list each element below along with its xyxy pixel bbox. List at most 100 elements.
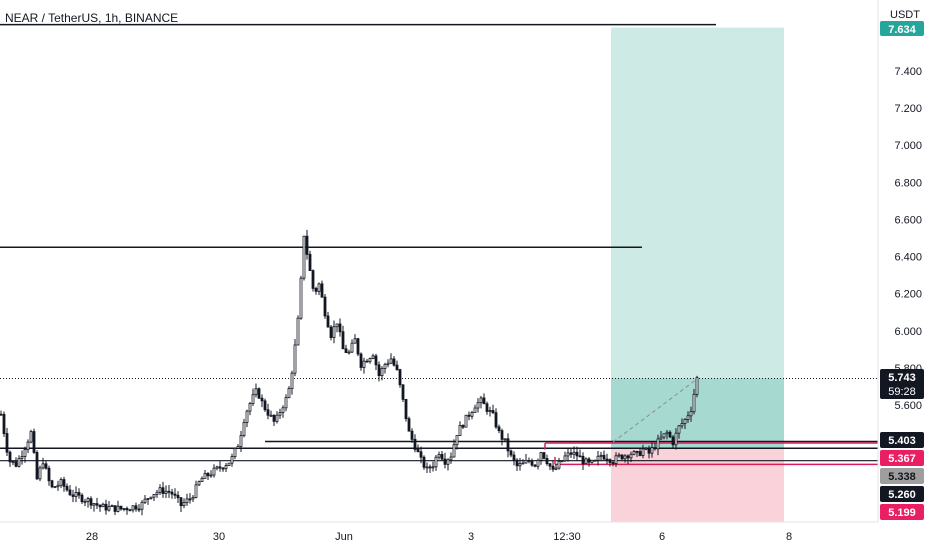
candle — [581, 452, 585, 471]
candle — [38, 465, 42, 482]
candle — [200, 476, 204, 483]
candle — [515, 458, 519, 472]
candle — [227, 462, 231, 467]
candle — [569, 448, 573, 459]
candle — [386, 359, 390, 368]
candle — [539, 451, 543, 465]
candle — [632, 449, 636, 456]
candle — [374, 353, 378, 371]
long-position-loss-zone[interactable] — [611, 448, 784, 522]
candle — [416, 444, 420, 453]
candle — [518, 458, 522, 471]
candle — [41, 457, 45, 470]
candle — [467, 411, 471, 421]
candle — [257, 387, 261, 400]
candle — [350, 339, 354, 354]
candle — [77, 488, 81, 499]
candle — [29, 429, 33, 444]
candle — [305, 229, 309, 260]
candle — [695, 375, 699, 398]
candle — [83, 498, 87, 507]
candle — [383, 362, 387, 374]
candle — [251, 388, 255, 406]
candle — [167, 485, 171, 498]
candle — [368, 357, 372, 364]
time-tick-label: 30 — [213, 531, 225, 543]
candle — [320, 280, 324, 298]
candle — [116, 500, 120, 513]
candle — [458, 421, 462, 436]
candle — [143, 494, 147, 505]
candle — [248, 402, 252, 416]
candle — [5, 427, 9, 457]
candle — [524, 453, 528, 464]
candle — [329, 325, 333, 341]
candle — [296, 315, 300, 346]
candle — [203, 469, 207, 479]
candle — [254, 383, 258, 398]
candle — [101, 502, 105, 508]
candle — [173, 488, 177, 499]
candle — [356, 337, 360, 357]
candle — [155, 489, 159, 498]
candle — [8, 450, 12, 467]
candle — [137, 504, 141, 513]
candle — [0, 410, 3, 416]
current-price-value: 5.743 — [888, 372, 916, 384]
candle — [452, 439, 456, 458]
candle — [323, 293, 327, 319]
candlestick-series — [0, 229, 699, 516]
time-tick-label: 6 — [659, 531, 665, 543]
candle — [509, 449, 513, 458]
candle — [125, 506, 129, 515]
candle — [47, 465, 51, 486]
candle — [470, 410, 474, 420]
price-tick-label: 7.000 — [894, 140, 922, 152]
price-tick-label: 6.600 — [894, 214, 922, 226]
price-axis[interactable]: USDT — [877, 0, 920, 522]
candle — [308, 250, 312, 271]
candle — [476, 398, 480, 413]
candle — [110, 504, 114, 508]
time-tick-label: 8 — [786, 531, 792, 543]
candle — [599, 451, 603, 461]
candle — [332, 320, 336, 344]
candle — [479, 395, 483, 409]
candle — [647, 445, 651, 459]
level-value-2: 5.367 — [888, 453, 916, 465]
candle — [128, 508, 132, 512]
level-value-4: 5.260 — [888, 489, 916, 501]
candle — [362, 357, 366, 374]
candle — [131, 505, 135, 513]
candle — [497, 424, 501, 434]
candle — [371, 353, 375, 360]
candle — [377, 361, 381, 382]
candle — [215, 465, 219, 471]
level-badge-4: 5.260 — [880, 486, 924, 502]
candle — [209, 470, 213, 478]
candle — [653, 442, 657, 451]
candle — [686, 411, 690, 423]
candle — [443, 452, 447, 469]
candle — [185, 493, 189, 506]
candle — [611, 460, 615, 467]
candle — [614, 452, 618, 467]
candle — [665, 430, 669, 440]
horizontal-levels[interactable] — [0, 23, 878, 466]
candle — [635, 450, 639, 457]
candle — [311, 269, 315, 292]
candle — [278, 408, 282, 419]
price-tick-label: 6.200 — [894, 289, 922, 301]
candle — [662, 433, 666, 440]
price-badges: 7.634 5.743 59:28 5.403 5.367 5.338 5.26… — [880, 21, 924, 520]
candle — [230, 453, 234, 467]
candle — [44, 460, 48, 470]
candle — [17, 455, 21, 468]
time-tick-label: Jun — [335, 531, 353, 543]
candle — [242, 418, 246, 438]
candle — [2, 411, 6, 437]
candle — [674, 428, 678, 450]
candle — [119, 505, 123, 511]
candle — [221, 467, 225, 472]
